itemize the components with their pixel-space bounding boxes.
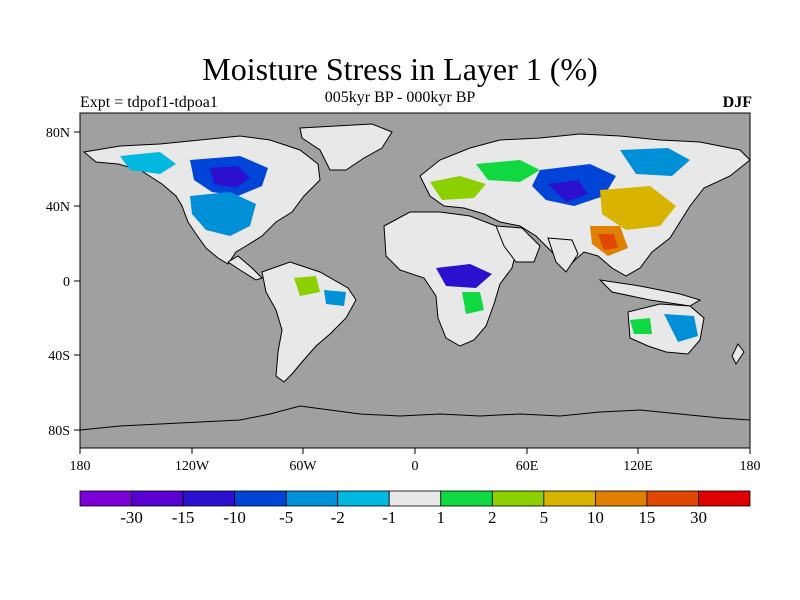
colorbar-label: -30 [120,508,143,527]
anomaly-siberia-blue [620,148,690,176]
anomaly-brazil-green [294,276,320,296]
indonesia-land [598,279,702,307]
anomaly-china-yellow [600,186,676,230]
colorbar-label: 30 [690,508,707,527]
colorbar-swatch [337,490,390,507]
lat-tick-label: 80N [46,126,70,141]
lat-tick-label: 40N [46,200,70,215]
season-label: DJF [722,94,752,111]
colorbar-label: 2 [488,508,497,527]
anomaly-europe-green [430,176,486,200]
colorbar: -30 -15 -10 -5 -2 -1 1 2 5 10 15 30 [79,490,751,527]
lon-tick-label: 180 [70,459,91,474]
anomaly-africa-blue [436,264,492,288]
map-title: Moisture Stress in Layer 1 (%) [202,51,598,87]
colorbar-swatch [182,490,236,507]
lon-tick-label: 0 [412,459,419,474]
colorbar-swatch [79,490,132,507]
latitude-axis: 80N 40N 0 40S 80S [46,126,80,439]
anomaly-africa-green [462,292,484,314]
anomaly-brazil-blue [324,290,346,306]
lat-tick-label: 40S [48,349,70,364]
colorbar-label: 10 [587,508,604,527]
anomaly-australia-blue [664,314,698,342]
lon-tick-label: 180 [740,459,761,474]
lat-tick-label: 80S [48,424,70,439]
anomaly-russia-green [476,160,540,182]
colorbar-swatch [285,490,339,507]
anomaly-asia-darkblue [548,180,588,202]
india-land [547,237,579,273]
land-layer [80,123,750,431]
colorbar-swatch [491,490,545,507]
lon-tick-label: 60W [289,459,317,474]
anomaly-canada-darkblue [210,166,250,188]
colorbar-label: -5 [279,508,293,527]
lon-tick-label: 120W [175,459,210,474]
colorbar-swatch [646,490,699,507]
colorbar-swatch [698,490,751,507]
colorbar-label: -15 [172,508,195,527]
colorbar-label: -1 [382,508,396,527]
experiment-label: Expt = tdpof1-tdpoa1 [80,94,218,111]
colorbar-label: 5 [540,508,549,527]
anomaly-australia-green [630,318,652,334]
map-subtitle: 005kyr BP - 000kyr BP [324,89,476,106]
colorbar-swatch [388,490,442,507]
lon-tick-label: 120E [623,459,653,474]
colorbar-label: -2 [331,508,345,527]
central-america-land [227,255,263,281]
lon-tick-label: 60E [516,459,539,474]
colorbar-swatch [131,490,184,507]
anomaly-china-red [598,234,618,250]
colorbar-swatch [543,490,596,507]
new-zealand-land [731,343,745,365]
colorbar-swatch [594,490,648,507]
colorbar-swatch [440,490,493,507]
arabia-land [495,225,541,263]
antarctica-coast [80,405,750,431]
anomaly-usa-lightblue [190,192,256,236]
anomaly-usa-cyan [120,152,176,174]
colorbar-label: 15 [638,508,655,527]
colorbar-label: 1 [437,508,446,527]
longitude-axis: 180 120W 60W 0 60E 120E 180 [70,448,761,474]
colorbar-label: -10 [223,508,246,527]
colorbar-swatch [234,490,287,507]
lat-tick-label: 0 [63,275,70,290]
greenland-land [299,123,393,171]
